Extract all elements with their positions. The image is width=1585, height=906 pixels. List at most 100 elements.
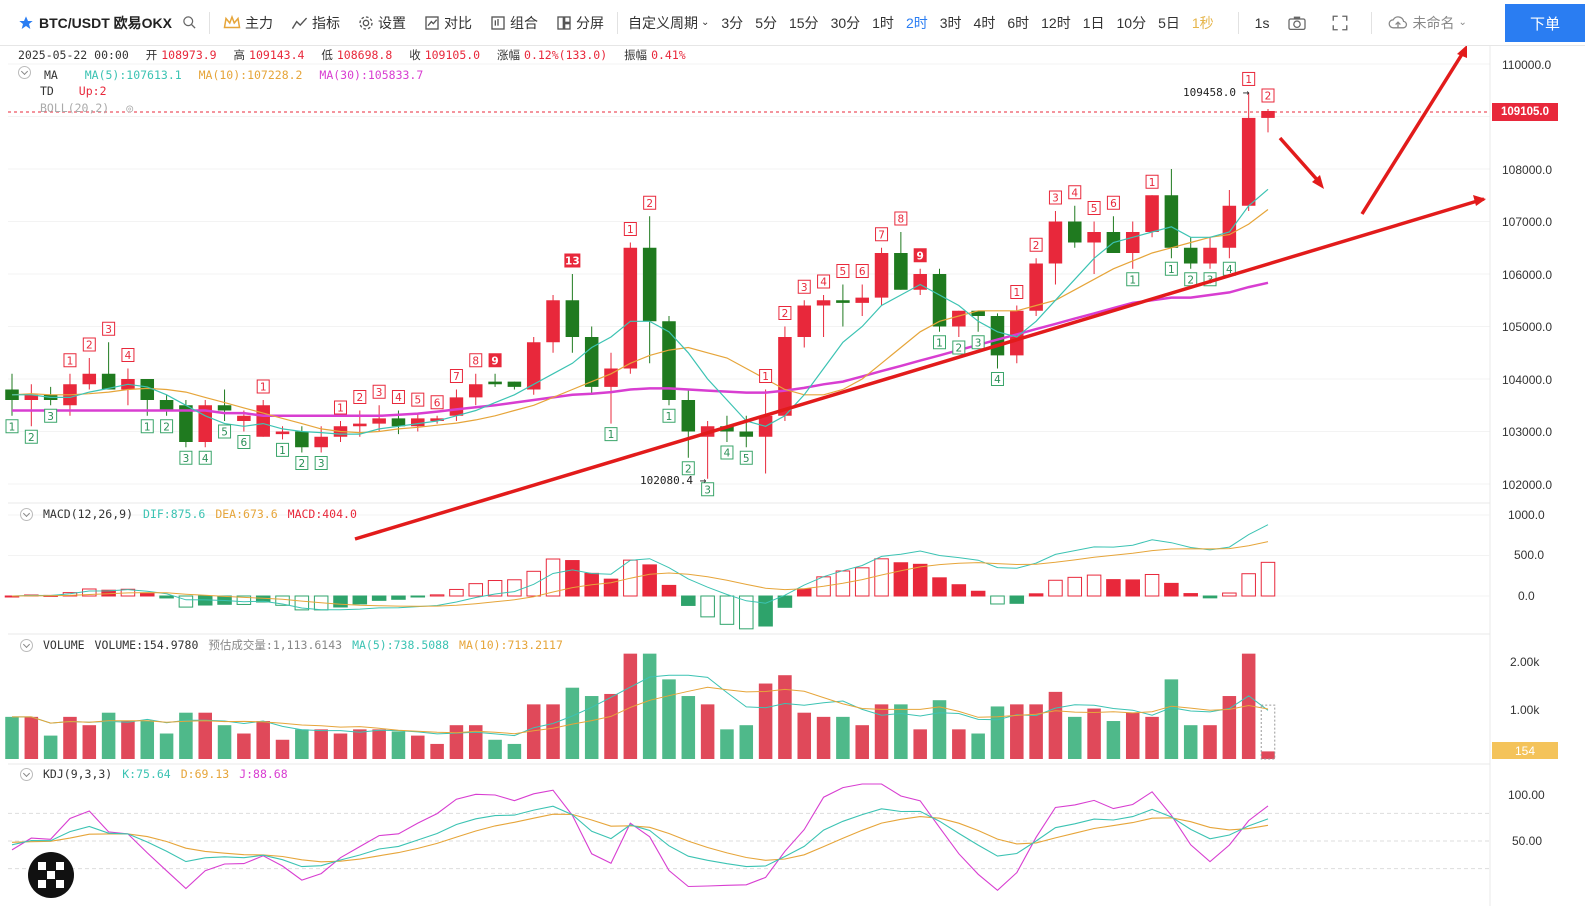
td-number: 5 (743, 453, 750, 465)
symbol-name: BTC/USDT 欧易OKX (39, 14, 172, 31)
fullscreen-button[interactable] (1325, 0, 1355, 46)
compare-button[interactable]: 对比 (415, 0, 481, 46)
td-number: 1 (9, 421, 16, 433)
trend-line[interactable] (354, 197, 1485, 541)
candle-body (411, 418, 425, 427)
breakout-arrow[interactable] (1360, 50, 1466, 215)
volume-label: VOLUME (43, 638, 85, 652)
td-badge (314, 456, 328, 470)
candle-body (623, 247, 638, 369)
candle-body (1010, 310, 1024, 356)
candle-body (295, 431, 309, 448)
macd-histogram-bar (1202, 595, 1218, 599)
macd-histogram-bar (82, 588, 97, 597)
td-badge (1126, 272, 1140, 287)
candle-body (546, 300, 560, 343)
legend-open-label: 开 (145, 48, 158, 62)
td-number: 3 (376, 387, 383, 399)
period-12h[interactable]: 12时 (1041, 14, 1071, 31)
td-number: 1 (1168, 264, 1175, 276)
period-5d[interactable]: 5日 (1158, 14, 1180, 31)
volume-bar (295, 729, 309, 759)
user-drawings[interactable] (354, 46, 1486, 541)
period-5m[interactable]: 5分 (755, 14, 777, 31)
combine-label: 组合 (510, 14, 538, 31)
collapse-icon[interactable] (20, 767, 33, 781)
period-4h[interactable]: 4时 (973, 14, 996, 31)
custom-period-dropdown[interactable]: 自定义周期 ⌄ (622, 0, 715, 46)
hidden-eye-icon[interactable]: ◎ (126, 101, 134, 115)
period-30m[interactable]: 30分 (830, 14, 861, 31)
indicators-button[interactable]: 指标 (282, 0, 349, 46)
candle-body (1029, 263, 1043, 311)
candle-body (507, 381, 522, 387)
period-2h[interactable]: 2时 (905, 14, 928, 31)
period-3h[interactable]: 3时 (939, 14, 962, 31)
td-badge (778, 306, 792, 320)
star-icon[interactable] (18, 15, 34, 31)
kdj-d-line (11, 813, 1269, 863)
speed-selector[interactable]: 1s (1254, 14, 1270, 31)
toolbar-divider (1237, 11, 1239, 34)
td-badge (623, 222, 637, 236)
period-10m[interactable]: 10分 (1116, 14, 1147, 31)
period-1d[interactable]: 1日 (1082, 14, 1105, 31)
volume-ma10: MA(10):713.2117 (459, 638, 563, 652)
split-screen-button[interactable]: 分屏 (547, 0, 613, 46)
collapse-icon[interactable] (18, 66, 31, 79)
td-badge (933, 335, 947, 350)
macd-histogram-bar (912, 563, 928, 597)
period-15m[interactable]: 15分 (788, 14, 819, 31)
macd-value: MACD:404.0 (287, 507, 357, 521)
macd-histogram-bar (739, 595, 754, 630)
period-1h[interactable]: 1时 (872, 14, 894, 31)
period-6h[interactable]: 6时 (1007, 14, 1030, 31)
candle-body (1068, 221, 1082, 243)
search-icon[interactable] (182, 15, 197, 30)
macd-histogram-bar (391, 595, 406, 600)
macd-histogram-bar (990, 595, 1005, 605)
kdj-axis-label: 100.00 (1508, 788, 1545, 802)
combine-button[interactable]: 组合 (481, 0, 547, 46)
td-number: 3 (704, 484, 711, 496)
boll-legend: BOLL(20,2) ◎ (40, 101, 143, 115)
volume-bar (82, 725, 97, 759)
candle-body (159, 400, 174, 411)
collapse-icon[interactable] (20, 638, 33, 652)
td-badge (372, 384, 386, 399)
ma5-value: MA(5):107613.1 (84, 68, 182, 82)
td-number: 4 (820, 277, 827, 289)
td-number: 2 (955, 343, 962, 355)
period-1s[interactable]: 1秒 (1191, 14, 1214, 31)
td-badge (564, 253, 581, 268)
td-badge (469, 353, 483, 368)
td-number: 3 (47, 411, 54, 423)
macd-histogram-bar (1106, 579, 1121, 597)
screenshot-button[interactable] (1281, 0, 1313, 46)
settings-button[interactable]: 设置 (349, 0, 415, 46)
volume-bar (275, 739, 290, 759)
td-badge (5, 419, 19, 434)
period-3m[interactable]: 3分 (721, 14, 744, 31)
volume-bar (584, 696, 599, 759)
td-label: TD (40, 84, 54, 98)
pullback-arrow[interactable] (1278, 136, 1322, 185)
volume-header: VOLUME VOLUME:154.9780 预估成交量:1,113.6143 … (20, 637, 573, 653)
symbol-selector[interactable]: BTC/USDT 欧易OKX (0, 0, 205, 46)
volume-bar (971, 733, 985, 759)
macd-histogram-bar (777, 595, 793, 608)
order-button[interactable]: 下单 (1505, 4, 1585, 42)
main-force-button[interactable]: 主力 (214, 0, 282, 46)
layout-name-dropdown[interactable]: 未命名 ⌄ (1382, 0, 1472, 46)
volume-bar (449, 725, 464, 759)
td-number: 4 (202, 453, 209, 465)
macd-dea: DEA:673.6 (215, 507, 278, 521)
candle-body (855, 297, 869, 303)
candle-body (681, 400, 696, 432)
macd-histogram-bar (507, 579, 522, 597)
candle-body (1125, 232, 1140, 253)
candle-body (1164, 195, 1179, 248)
collapse-icon[interactable] (20, 507, 33, 521)
volume-bar (1164, 679, 1179, 759)
